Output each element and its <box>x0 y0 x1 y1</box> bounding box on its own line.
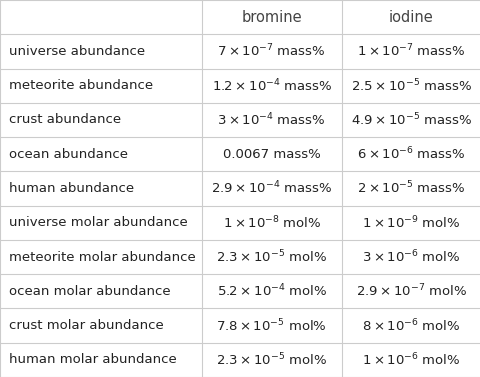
Text: ocean molar abundance: ocean molar abundance <box>9 285 170 298</box>
Text: universe abundance: universe abundance <box>9 45 144 58</box>
Text: $2\times10^{-5}$ mass%: $2\times10^{-5}$ mass% <box>356 180 465 197</box>
Text: $3\times10^{-6}$ mol%: $3\times10^{-6}$ mol% <box>361 249 459 265</box>
Text: iodine: iodine <box>388 10 433 25</box>
Text: $8\times10^{-6}$ mol%: $8\times10^{-6}$ mol% <box>361 317 459 334</box>
Text: meteorite molar abundance: meteorite molar abundance <box>9 251 195 264</box>
Text: $1.2\times10^{-4}$ mass%: $1.2\times10^{-4}$ mass% <box>211 77 331 94</box>
Text: $1\times10^{-7}$ mass%: $1\times10^{-7}$ mass% <box>356 43 465 60</box>
Text: $1\times10^{-8}$ mol%: $1\times10^{-8}$ mol% <box>222 215 320 231</box>
Text: crust abundance: crust abundance <box>9 113 120 126</box>
Text: ocean abundance: ocean abundance <box>9 148 127 161</box>
Text: crust molar abundance: crust molar abundance <box>9 319 163 332</box>
Text: $2.3\times10^{-5}$ mol%: $2.3\times10^{-5}$ mol% <box>216 352 327 368</box>
Text: $2.9\times10^{-4}$ mass%: $2.9\times10^{-4}$ mass% <box>211 180 332 197</box>
Text: $3\times10^{-4}$ mass%: $3\times10^{-4}$ mass% <box>217 112 325 128</box>
Text: $2.5\times10^{-5}$ mass%: $2.5\times10^{-5}$ mass% <box>350 77 471 94</box>
Text: universe molar abundance: universe molar abundance <box>9 216 187 229</box>
Text: human abundance: human abundance <box>9 182 133 195</box>
Text: human molar abundance: human molar abundance <box>9 353 176 366</box>
Text: $1\times10^{-9}$ mol%: $1\times10^{-9}$ mol% <box>361 215 459 231</box>
Text: $6\times10^{-6}$ mass%: $6\times10^{-6}$ mass% <box>356 146 465 162</box>
Text: $7.8\times10^{-5}$ mol%: $7.8\times10^{-5}$ mol% <box>216 317 326 334</box>
Text: $7\times10^{-7}$ mass%: $7\times10^{-7}$ mass% <box>217 43 325 60</box>
Text: $2.3\times10^{-5}$ mol%: $2.3\times10^{-5}$ mol% <box>216 249 327 265</box>
Text: 0.0067 mass%: 0.0067 mass% <box>222 148 320 161</box>
Text: $1\times10^{-6}$ mol%: $1\times10^{-6}$ mol% <box>361 352 459 368</box>
Text: $2.9\times10^{-7}$ mol%: $2.9\times10^{-7}$ mol% <box>355 283 466 300</box>
Text: meteorite abundance: meteorite abundance <box>9 79 153 92</box>
Text: $4.9\times10^{-5}$ mass%: $4.9\times10^{-5}$ mass% <box>350 112 471 128</box>
Text: $5.2\times10^{-4}$ mol%: $5.2\times10^{-4}$ mol% <box>216 283 326 300</box>
Text: bromine: bromine <box>241 10 301 25</box>
